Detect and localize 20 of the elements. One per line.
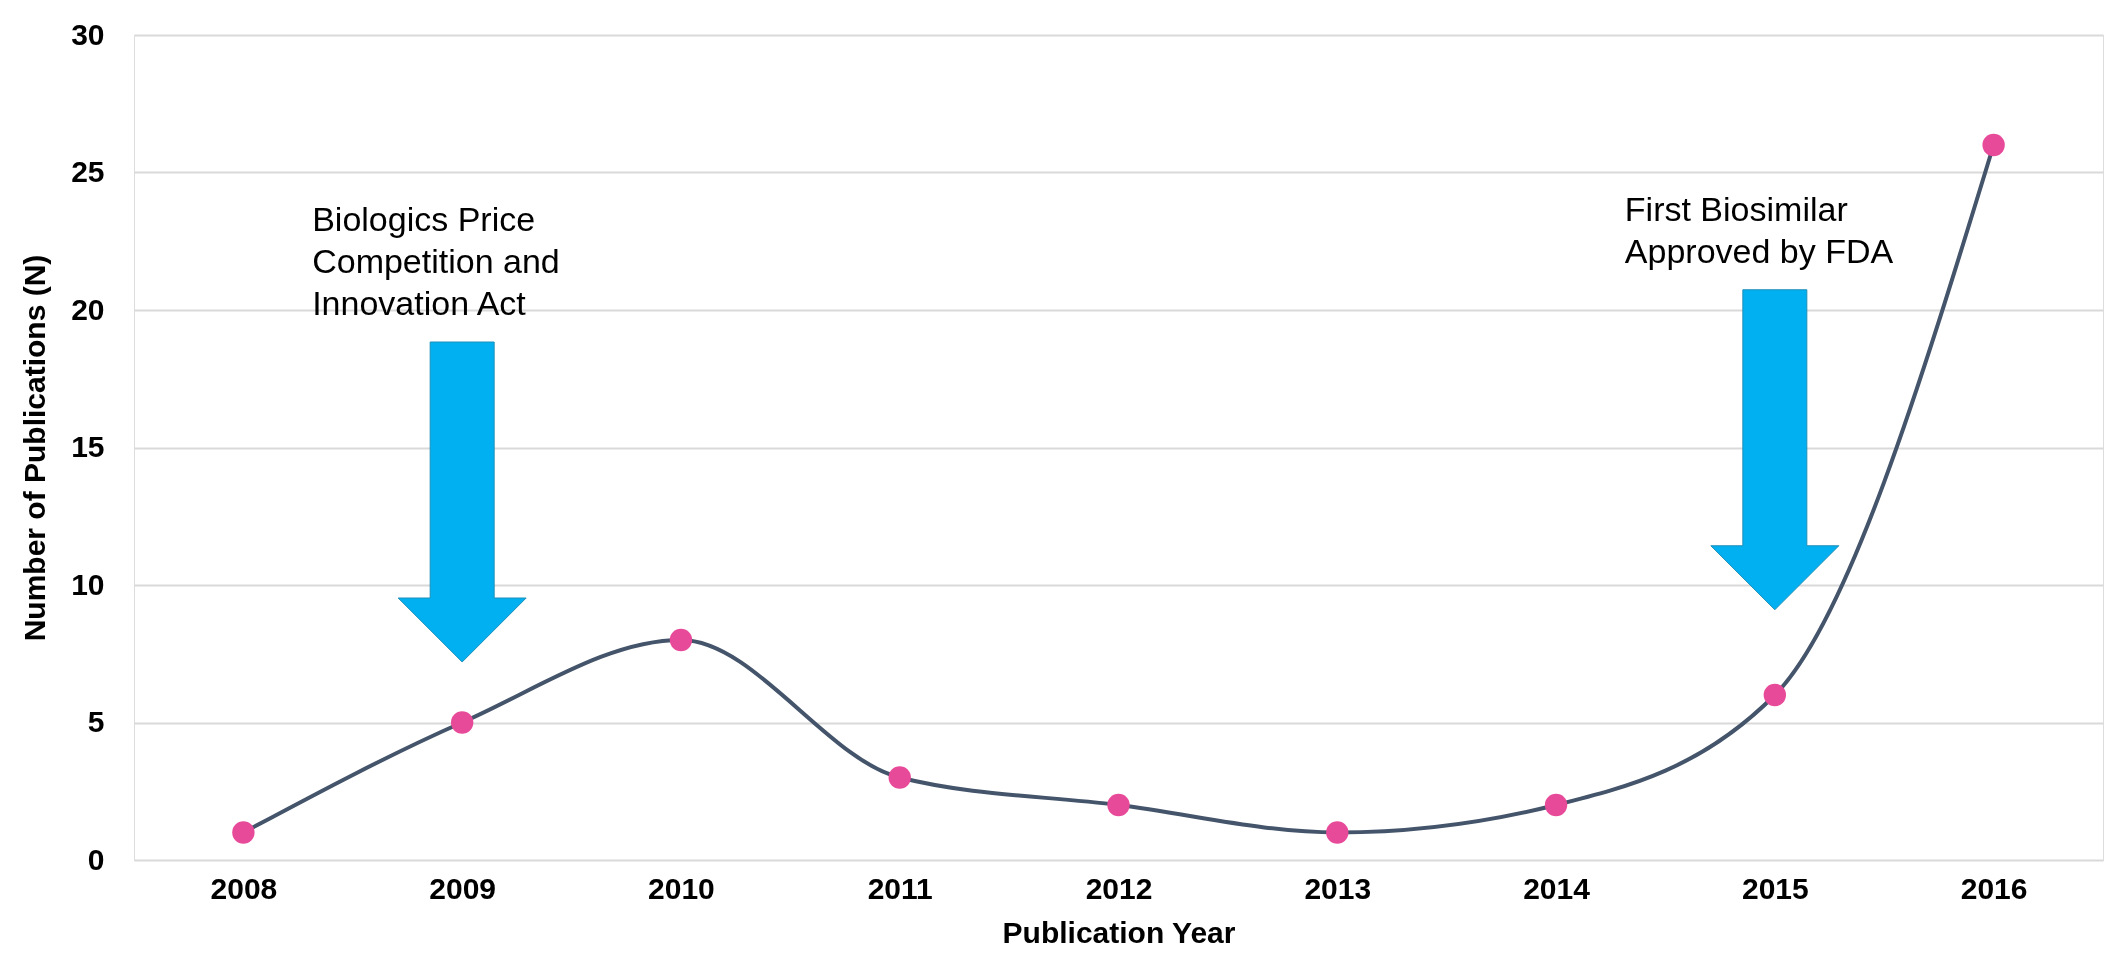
y-tick-label: 25 [71, 155, 105, 188]
y-tick-label: 20 [71, 292, 105, 326]
x-tick-label: 2012 [1085, 871, 1153, 905]
annotation: First Biosimilar Approved by FDA [1624, 189, 1894, 270]
y-axis-title: Number of Publications (N) [18, 254, 52, 642]
x-tick-label: 2013 [1304, 871, 1372, 905]
x-tick-label: 2015 [1741, 871, 1809, 905]
x-tick-label: 2011 [867, 871, 933, 905]
x-tick-label: 2010 [648, 871, 715, 905]
y-tick-label: 0 [87, 842, 105, 876]
annotation: Biologics Price Competition and Innovation Act [312, 200, 560, 322]
x-tick-label: 2009 [429, 871, 497, 905]
y-tick-label: 5 [87, 705, 105, 738]
y-tick-label: 10 [71, 567, 105, 601]
y-tick-label: 15 [71, 430, 105, 463]
x-tick-label: 2016 [1960, 871, 2028, 905]
x-axis-title: Publication Year [1002, 915, 1236, 949]
x-tick-label: 2008 [210, 871, 278, 905]
y-tick-label: 30 [71, 17, 105, 51]
x-tick-label: 2014 [1523, 871, 1591, 905]
